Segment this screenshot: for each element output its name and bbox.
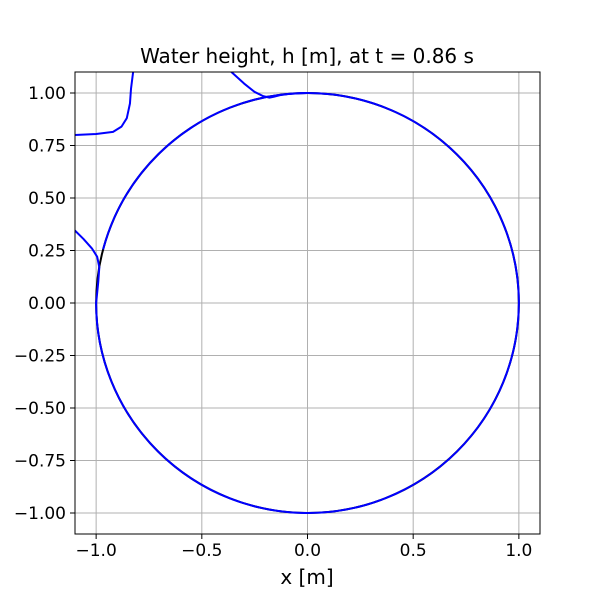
- y-tick-label: −1.00: [14, 504, 66, 524]
- x-axis: −1.0 −0.5 0.0 0.5 1.0: [75, 534, 532, 561]
- y-tick-label: −0.75: [14, 452, 66, 472]
- x-tick-label: 0.5: [400, 541, 427, 561]
- y-tick-label: 0.50: [28, 189, 66, 209]
- y-tick-label: 0.75: [28, 137, 66, 157]
- plot-area: [75, 72, 520, 514]
- y-tick-label: −0.25: [14, 347, 66, 367]
- x-tick-label: −0.5: [181, 541, 222, 561]
- x-axis-label: x [m]: [280, 565, 333, 589]
- water-height-line: [75, 72, 135, 136]
- water-height-line: [75, 229, 101, 304]
- x-tick-label: 1.0: [505, 541, 532, 561]
- y-tick-label: −0.50: [14, 399, 66, 419]
- y-axis: 1.00 0.75 0.50 0.25 0.00 −0.25 −0.50 −0.75 −1.00: [14, 84, 75, 524]
- chart-title: Water height, h [m], at t = 0.86 s: [140, 44, 474, 68]
- grid: [75, 72, 540, 534]
- y-tick-label: 0.00: [28, 294, 66, 314]
- y-tick-label: 1.00: [28, 84, 66, 104]
- water-height-line: [95, 92, 520, 514]
- y-tick-label: 0.25: [28, 242, 66, 262]
- x-tick-label: −1.0: [75, 541, 116, 561]
- x-tick-label: 0.0: [294, 541, 321, 561]
